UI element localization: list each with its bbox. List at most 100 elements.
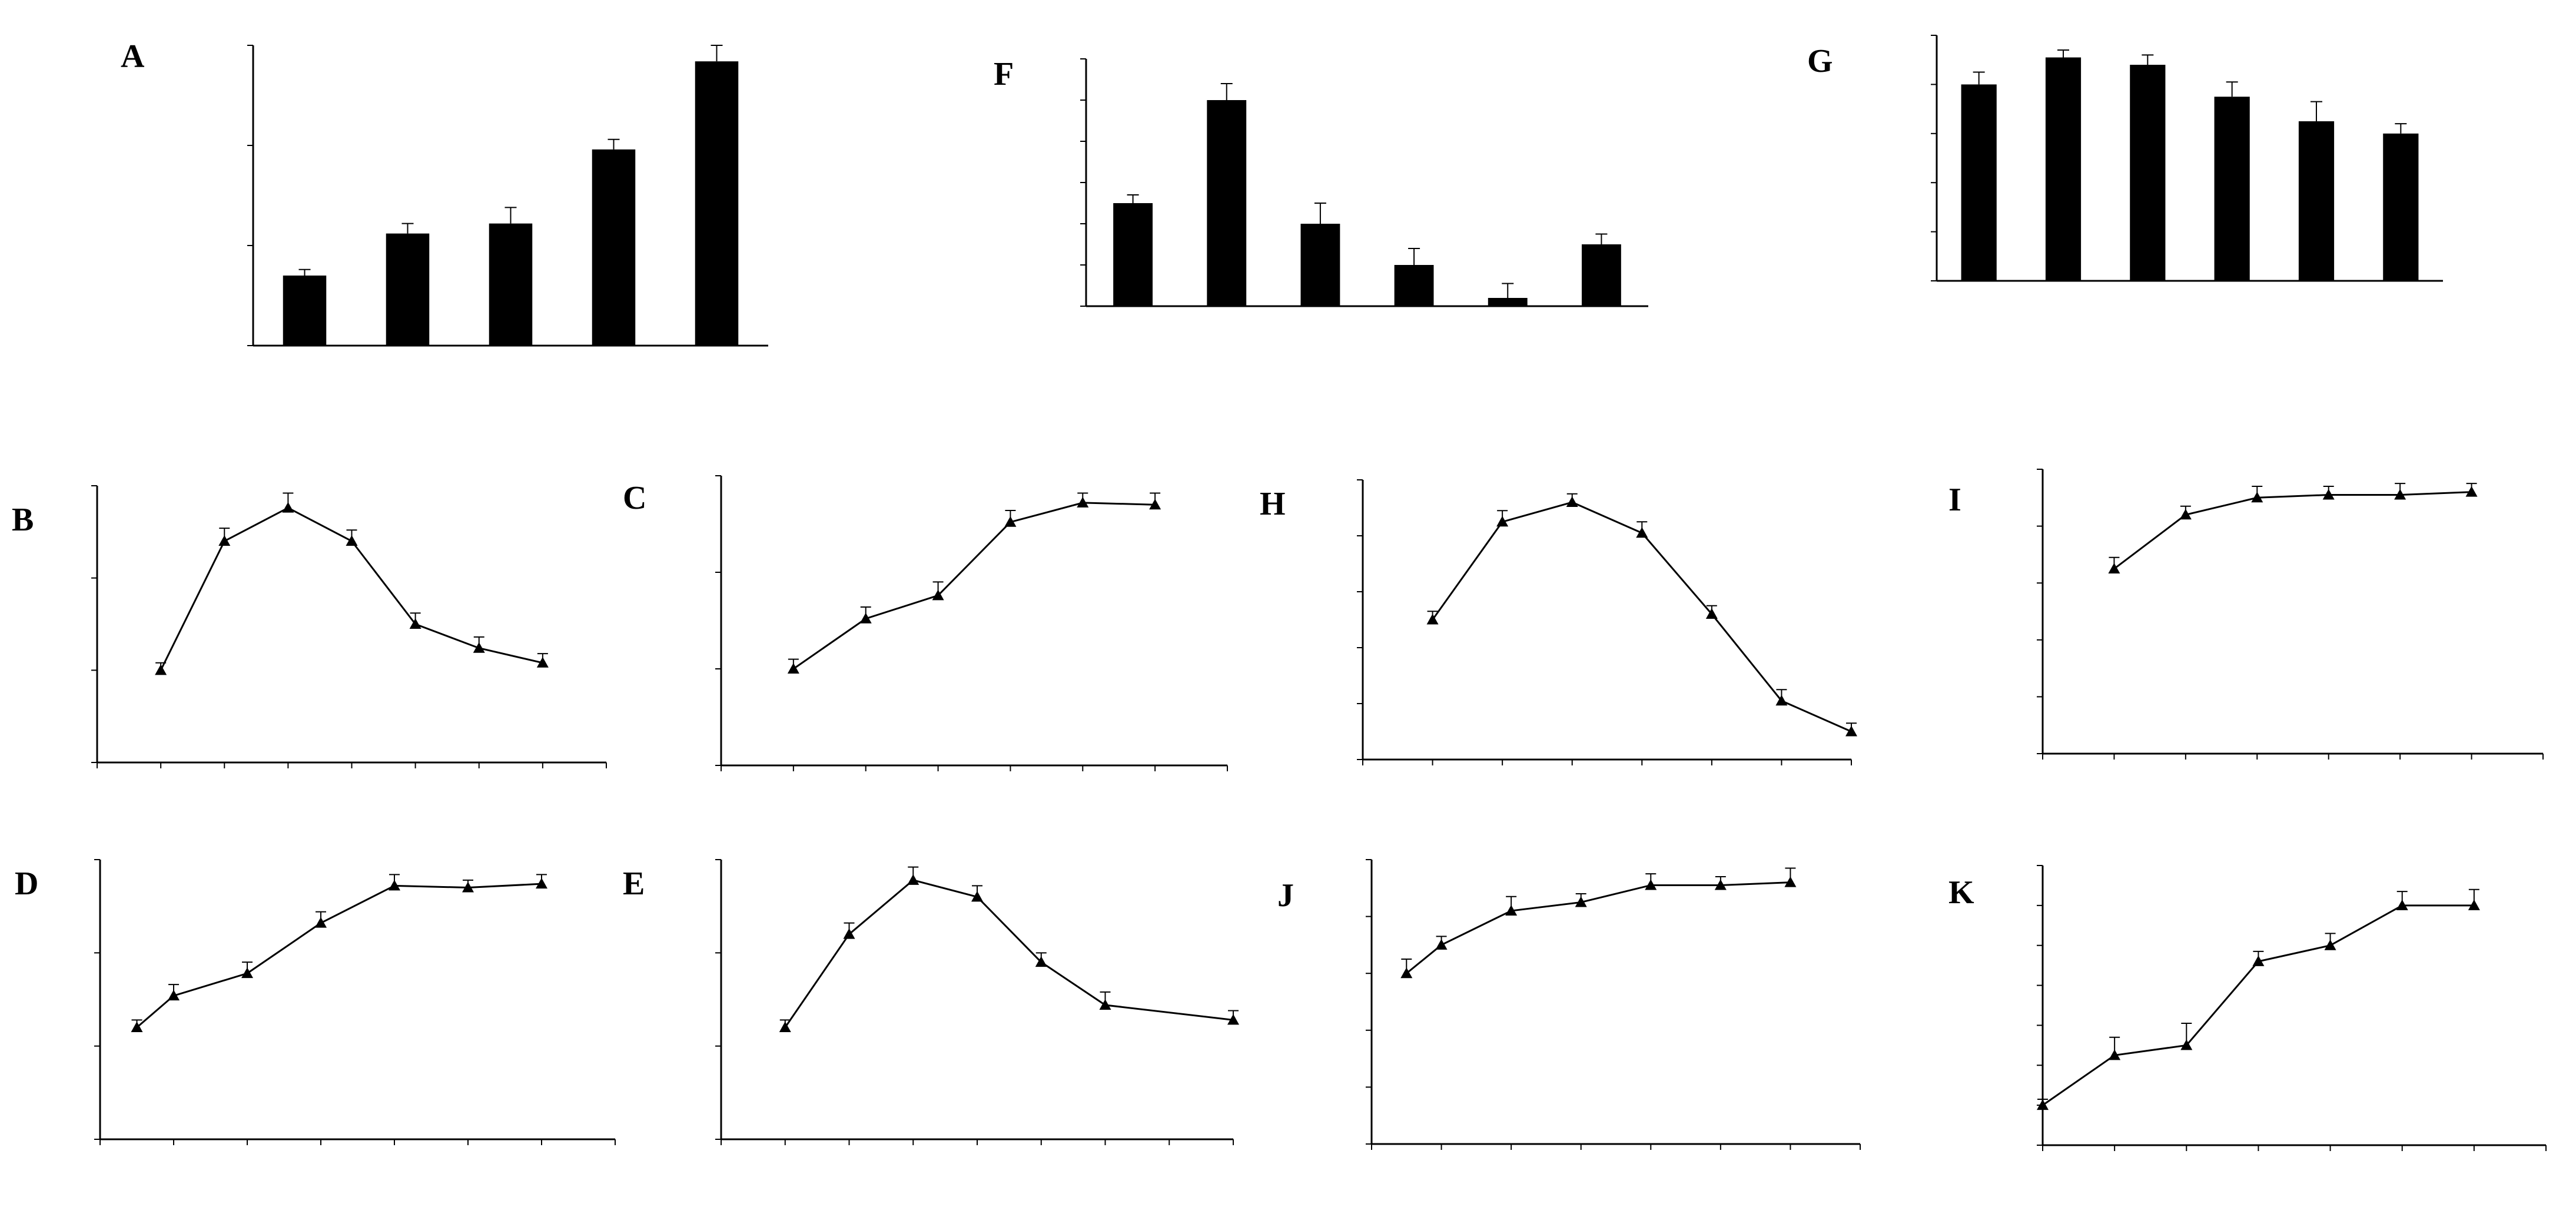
bar-a [386, 233, 430, 346]
data-point-k [2180, 1039, 2193, 1050]
data-point-h [1636, 527, 1648, 538]
series-line-k [2042, 904, 2474, 1106]
data-point-i [2322, 489, 2335, 500]
data-point-h [1496, 516, 1509, 527]
data-point-d [536, 878, 547, 889]
data-point-i [2251, 492, 2263, 503]
series-line-c [793, 502, 1156, 670]
panel-b: B [12, 485, 607, 768]
panel-g: G [1807, 35, 2443, 282]
series-line-j [1406, 881, 1791, 974]
data-point-d [315, 917, 327, 928]
data-point-i [2108, 563, 2120, 574]
bar-g [2383, 133, 2419, 281]
data-point-i [2179, 509, 2192, 520]
data-point-h [1705, 608, 1718, 619]
data-point-d [168, 990, 180, 1001]
data-point-h [1426, 614, 1439, 625]
bar-f [1300, 224, 1340, 306]
panel-c: C [623, 475, 1228, 771]
panel-label-i: I [1948, 482, 1961, 518]
bar-a [489, 223, 533, 346]
panel-d: D [15, 859, 616, 1145]
series-line-d [136, 883, 542, 1029]
data-point-e [1227, 1014, 1239, 1025]
bar-f [1488, 298, 1528, 306]
data-point-d [389, 880, 400, 891]
bar-f [1394, 265, 1434, 306]
panel-h: H [1260, 479, 1857, 765]
panel-i: I [1948, 469, 2544, 760]
data-point-c [1004, 516, 1017, 527]
panel-label-c: C [623, 480, 646, 516]
data-point-j [1645, 879, 1657, 890]
panel-a: A [121, 38, 768, 347]
panel-label-k: K [1948, 874, 1974, 911]
data-point-k [2109, 1049, 2121, 1060]
bar-g [2130, 65, 2166, 281]
data-point-b [218, 535, 231, 546]
panel-label-a: A [121, 38, 145, 75]
data-point-h [1845, 725, 1857, 737]
data-point-j [1784, 876, 1797, 887]
data-point-e [779, 1022, 791, 1032]
data-point-c [859, 612, 872, 624]
data-point-c [1149, 499, 1161, 510]
data-point-k [2324, 939, 2336, 950]
bar-f [1113, 203, 1153, 306]
series-line-e [784, 879, 1234, 1028]
data-point-k [2252, 955, 2265, 966]
data-point-b [346, 535, 358, 546]
data-point-d [131, 1022, 143, 1032]
panel-label-h: H [1260, 486, 1286, 522]
data-point-k [2037, 1099, 2049, 1110]
data-point-j [1505, 904, 1518, 916]
panel-label-d: D [15, 866, 38, 902]
data-point-b [155, 664, 167, 675]
data-point-d [241, 967, 253, 979]
panel-e: E [623, 859, 1239, 1145]
data-point-c [1077, 496, 1089, 508]
panel-k: K [1948, 865, 2547, 1151]
panel-label-e: E [623, 866, 645, 902]
panel-label-b: B [12, 502, 34, 538]
panel-j: J [1277, 859, 1861, 1150]
data-point-e [843, 928, 855, 939]
bar-g [2045, 57, 2082, 281]
bar-g [2298, 121, 2335, 281]
bar-f [1207, 100, 1247, 306]
data-point-c [932, 589, 944, 601]
data-point-j [1575, 896, 1587, 907]
data-point-j [1435, 939, 1448, 950]
bar-a [695, 61, 739, 346]
bar-a [283, 276, 327, 346]
data-point-h [1566, 496, 1578, 507]
data-point-b [473, 642, 485, 653]
panel-label-j: J [1277, 877, 1294, 914]
data-point-e [907, 874, 919, 885]
bar-g [2214, 97, 2250, 281]
data-point-e [1099, 999, 1111, 1010]
series-line-i [2113, 491, 2472, 570]
data-point-e [1035, 956, 1047, 967]
data-point-k [2468, 899, 2480, 910]
data-point-k [2396, 899, 2408, 910]
panel-label-g: G [1807, 43, 1833, 79]
panel-label-f: F [994, 56, 1014, 92]
bar-a [592, 149, 636, 346]
data-point-j [1714, 879, 1727, 890]
data-point-h [1775, 695, 1788, 706]
data-point-b [409, 618, 421, 629]
data-point-b [536, 656, 549, 668]
data-point-e [971, 891, 983, 902]
data-point-i [2394, 489, 2406, 500]
bar-f [1581, 244, 1621, 306]
data-point-b [282, 502, 294, 513]
data-point-j [1400, 967, 1413, 979]
data-point-i [2465, 486, 2478, 497]
bar-g [1961, 84, 1997, 281]
panel-f: F [994, 56, 1648, 307]
data-point-d [462, 881, 474, 893]
data-point-c [787, 663, 799, 674]
